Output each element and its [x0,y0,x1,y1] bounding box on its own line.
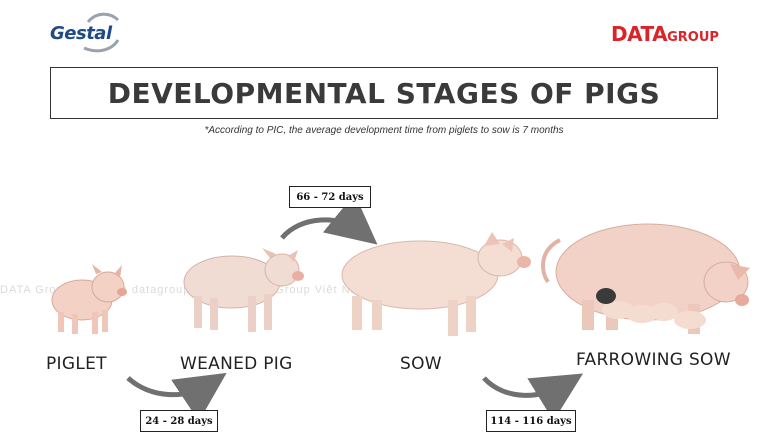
gestal-logo: Gestal [48,10,128,54]
source-note: *According to PIC, the average developme… [204,125,564,136]
datagroup-logo-text-data: DATA [611,22,668,46]
arrow-weaned-to-sow [280,193,378,245]
stage-label-farrowing-sow: FARROWING SOW [576,350,731,370]
sow-icon [341,232,531,336]
duration-box-weaned-to-sow: 66 - 72 days [289,186,371,208]
duration-box-piglet-to-weaned: 24 - 28 days [140,410,218,432]
farrowing-sow-icon [541,223,750,334]
duration-box-sow-to-farrowing: 114 - 116 days [486,410,576,432]
nursing-piglets-icon [596,288,706,329]
stage-label-piglet: PIGLET [46,354,107,374]
datagroup-logo-text-group: GROUP [667,30,719,45]
gestal-swoosh-icon [83,12,120,53]
page-title: DEVELOPMENTAL STAGES OF PIGS [107,76,661,110]
title-box: DEVELOPMENTAL STAGES OF PIGS [50,67,718,119]
gestal-logo-text: Gestal [50,23,112,44]
datagroup-logo: DATAGROUP [611,22,719,46]
arrow-sow-to-farrowing [482,373,584,422]
weaned-pig-icon [183,248,304,332]
arrow-piglet-to-weaned [126,372,227,422]
stage-label-sow: SOW [400,354,442,374]
piglet-icon [51,264,127,334]
stage-label-weaned-pig: WEANED PIG [180,354,293,374]
